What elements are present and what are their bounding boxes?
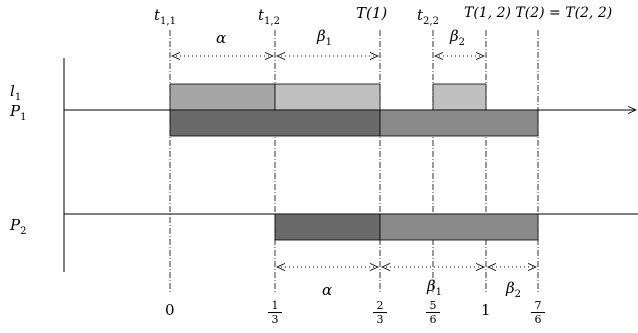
tick-seven-sixths: 7 6 bbox=[531, 300, 545, 325]
tick-seven-sixths-num: 7 bbox=[531, 300, 545, 313]
p1-bar-second bbox=[379, 109, 539, 137]
label-T12-T2: T(1, 2) T(2) = T(2, 2) bbox=[464, 5, 613, 21]
bottom-label-beta1: β1 bbox=[427, 279, 442, 298]
tick-five-sixths-den: 6 bbox=[429, 313, 437, 326]
tick-five-sixths: 5 6 bbox=[426, 300, 440, 325]
l1-bar-alpha bbox=[169, 83, 276, 111]
row-label-P2-sub: 2 bbox=[20, 226, 27, 237]
tick-seven-sixths-den: 6 bbox=[534, 313, 542, 326]
l1-bar-beta1 bbox=[274, 83, 381, 111]
tick-two-thirds-num: 2 bbox=[373, 300, 387, 313]
top-label-beta2: β2 bbox=[450, 29, 465, 48]
row-label-P2: P2 bbox=[10, 218, 26, 237]
row-label-P2-base: P bbox=[10, 216, 21, 234]
tick-one-third-num: 1 bbox=[268, 300, 282, 313]
row-label-P1-sub: 1 bbox=[20, 112, 27, 123]
row-label-l1: l1 bbox=[10, 84, 21, 103]
row-label-P1: P1 bbox=[10, 104, 26, 123]
tick-one: 1 bbox=[481, 301, 491, 319]
label-t22: t2,2 bbox=[417, 8, 439, 27]
label-t22-sub: 2,2 bbox=[423, 16, 439, 27]
bottom-label-beta1-base: β bbox=[427, 277, 436, 295]
l1-bar-beta2 bbox=[432, 83, 487, 111]
p2-bar-second bbox=[379, 213, 539, 241]
top-label-beta2-base: β bbox=[450, 27, 459, 45]
label-T1: T(1) bbox=[356, 4, 388, 22]
p1-bar-first bbox=[169, 109, 381, 137]
label-t11-base: t bbox=[154, 6, 161, 24]
bottom-label-beta2-base: β bbox=[506, 279, 515, 297]
label-t12-base: t bbox=[258, 6, 265, 24]
label-t12-sub: 1,2 bbox=[264, 16, 280, 27]
tick-zero: 0 bbox=[165, 301, 175, 319]
time-guides bbox=[169, 30, 539, 292]
row-label-P1-base: P bbox=[10, 102, 21, 120]
tick-two-thirds: 2 3 bbox=[373, 300, 387, 325]
bottom-label-beta2-sub: 2 bbox=[514, 289, 522, 300]
tick-two-thirds-den: 3 bbox=[376, 313, 384, 326]
row-label-l1-sub: 1 bbox=[14, 92, 22, 103]
top-label-beta1-sub: 1 bbox=[325, 37, 333, 48]
label-t22-base: t bbox=[417, 6, 424, 24]
top-label-beta2-sub: 2 bbox=[458, 37, 466, 48]
top-label-alpha: α bbox=[216, 29, 227, 47]
bottom-label-beta1-sub: 1 bbox=[435, 287, 443, 298]
bottom-label-beta2: β2 bbox=[506, 281, 521, 300]
p2-bar-first bbox=[274, 213, 381, 241]
bottom-label-alpha: α bbox=[322, 281, 333, 299]
tick-five-sixths-num: 5 bbox=[426, 300, 440, 313]
label-t12: t1,2 bbox=[258, 8, 280, 27]
top-label-beta1: β1 bbox=[317, 29, 332, 48]
label-t11: t1,1 bbox=[154, 8, 176, 27]
top-label-beta1-base: β bbox=[317, 27, 326, 45]
label-t11-sub: 1,1 bbox=[160, 16, 176, 27]
tick-one-third-den: 3 bbox=[271, 313, 279, 326]
tick-one-third: 1 3 bbox=[268, 300, 282, 325]
row-label-l1-base: l bbox=[10, 82, 15, 100]
